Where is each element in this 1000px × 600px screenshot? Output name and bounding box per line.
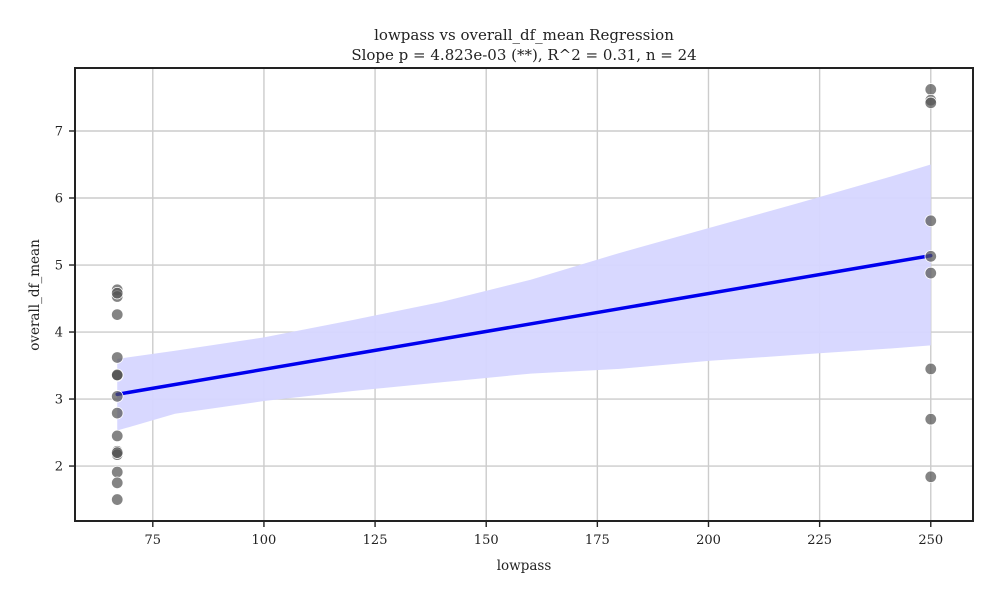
data-point — [924, 214, 937, 227]
data-point — [924, 470, 937, 483]
data-point — [111, 286, 124, 300]
x-tick-label: 125 — [363, 533, 388, 548]
data-point — [111, 368, 124, 382]
data-point — [924, 250, 937, 263]
data-point — [111, 429, 124, 443]
data-point — [111, 406, 124, 420]
confidence-band-layer — [117, 164, 931, 431]
data-point — [924, 362, 937, 376]
data-point — [111, 476, 124, 490]
x-tick-label: 250 — [918, 533, 943, 548]
y-tick-label: 2 — [55, 460, 63, 475]
y-axis-label: overall_df_mean — [27, 239, 43, 351]
regression-line-layer — [115, 253, 933, 397]
x-tick-label: 175 — [585, 533, 610, 548]
data-point — [111, 493, 124, 506]
data-point — [111, 446, 124, 459]
data-point — [924, 412, 937, 426]
y-tick-label: 3 — [55, 393, 63, 408]
x-tick-label: 75 — [145, 533, 162, 548]
y-tick-label: 5 — [55, 259, 63, 274]
data-point — [111, 308, 124, 321]
x-tick-label: 225 — [807, 533, 832, 548]
regression-line — [115, 253, 933, 397]
y-tick-label: 6 — [55, 192, 63, 207]
x-axis-ticks: 75 100 125 150 175 200 225 250 — [145, 521, 943, 548]
data-point — [924, 83, 937, 96]
confidence-band — [117, 164, 931, 431]
y-tick-label: 4 — [55, 326, 63, 341]
data-point — [111, 390, 124, 403]
x-tick-label: 200 — [696, 533, 721, 548]
chart-title: lowpass vs overall_df_mean Regression — [374, 26, 674, 44]
points-layer — [111, 83, 937, 506]
y-axis-ticks: 2 3 4 5 6 7 — [55, 124, 75, 475]
data-point — [111, 465, 124, 479]
chart-subtitle: Slope p = 4.823e-03 (**), R^2 = 0.31, n … — [351, 46, 696, 64]
data-point — [111, 351, 124, 364]
data-point — [924, 266, 937, 280]
x-axis-label: lowpass — [497, 558, 552, 574]
x-tick-label: 100 — [252, 533, 277, 548]
data-point — [924, 96, 937, 110]
x-tick-label: 150 — [474, 533, 499, 548]
y-tick-label: 7 — [55, 124, 63, 139]
plot-frame — [74, 67, 974, 522]
